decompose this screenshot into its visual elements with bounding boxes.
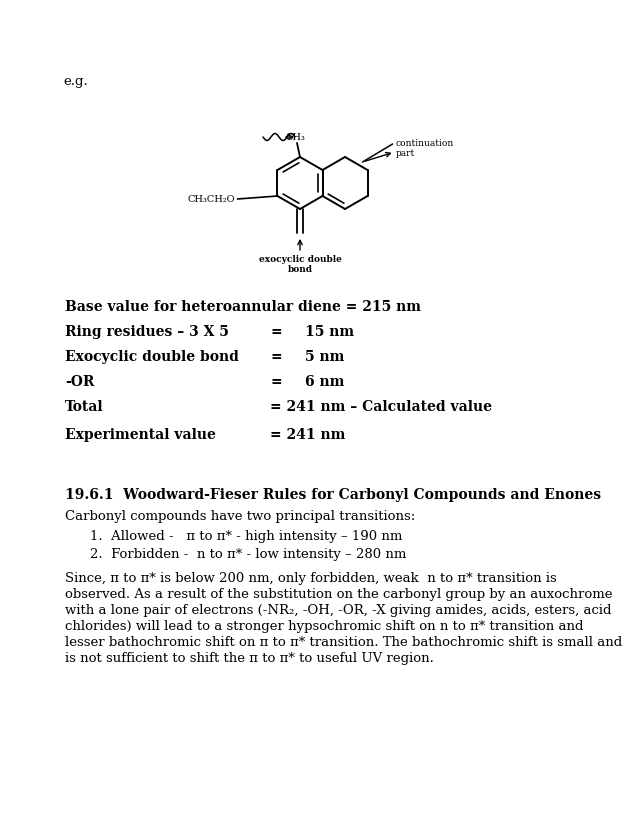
Text: Base value for heteroannular diene = 215 nm: Base value for heteroannular diene = 215… [65, 300, 421, 314]
Text: 5 nm: 5 nm [305, 350, 345, 364]
Text: -OR: -OR [65, 375, 94, 389]
Text: 19.6.1  Woodward-Fieser Rules for Carbonyl Compounds and Enones: 19.6.1 Woodward-Fieser Rules for Carbony… [65, 488, 601, 502]
Text: continuation
part: continuation part [396, 139, 454, 158]
Text: lesser bathochromic shift on π to π* transition. The bathochromic shift is small: lesser bathochromic shift on π to π* tra… [65, 636, 622, 649]
Text: is not sufficient to shift the π to π* to useful UV region.: is not sufficient to shift the π to π* t… [65, 652, 434, 665]
Text: =: = [270, 325, 282, 339]
Text: 1.  Allowed -   π to π* - high intensity – 190 nm: 1. Allowed - π to π* - high intensity – … [90, 530, 403, 543]
Text: with a lone pair of electrons (-NR₂, -OH, -OR, -X giving amides, acids, esters, : with a lone pair of electrons (-NR₂, -OH… [65, 604, 612, 617]
Text: CH₃: CH₃ [285, 133, 305, 142]
Text: 15 nm: 15 nm [305, 325, 354, 339]
Text: =: = [270, 375, 282, 389]
Text: observed. As a result of the substitution on the carbonyl group by an auxochrome: observed. As a result of the substitutio… [65, 588, 612, 601]
Text: Experimental value: Experimental value [65, 428, 216, 442]
Text: 6 nm: 6 nm [305, 375, 345, 389]
Text: Since, π to π* is below 200 nm, only forbidden, weak  n to π* transition is: Since, π to π* is below 200 nm, only for… [65, 572, 557, 585]
Text: chlorides) will lead to a stronger hypsochromic shift on n to π* transition and: chlorides) will lead to a stronger hypso… [65, 620, 583, 633]
Text: exocyclic double
bond: exocyclic double bond [258, 255, 341, 275]
Text: =: = [270, 350, 282, 364]
Text: Carbonyl compounds have two principal transitions:: Carbonyl compounds have two principal tr… [65, 510, 415, 523]
Text: 2.  Forbidden -  n to π* - low intensity – 280 nm: 2. Forbidden - n to π* - low intensity –… [90, 548, 406, 561]
Text: Total: Total [65, 400, 103, 414]
Text: CH₃CH₂O: CH₃CH₂O [188, 195, 236, 204]
Text: Exocyclic double bond: Exocyclic double bond [65, 350, 239, 364]
Text: e.g.: e.g. [63, 75, 88, 88]
Text: Ring residues – 3 X 5: Ring residues – 3 X 5 [65, 325, 229, 339]
Text: = 241 nm: = 241 nm [270, 428, 345, 442]
Text: = 241 nm – Calculated value: = 241 nm – Calculated value [270, 400, 492, 414]
